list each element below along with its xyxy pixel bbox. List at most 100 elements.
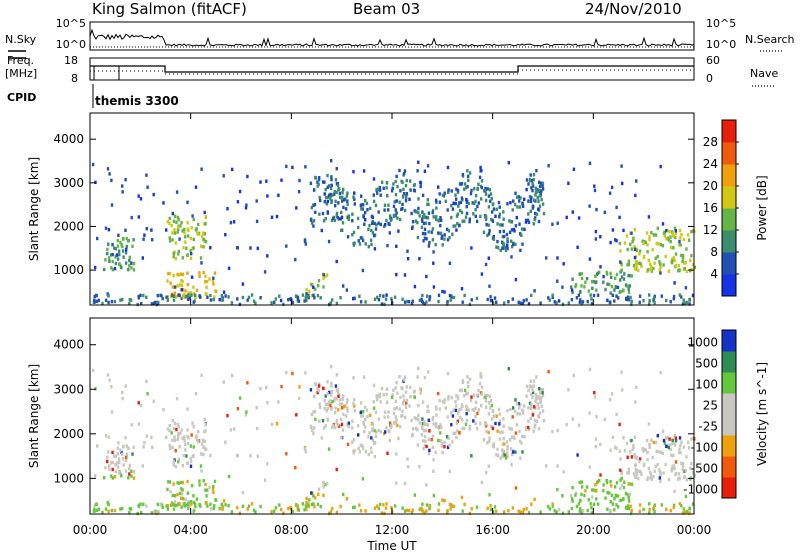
power-cell	[176, 284, 179, 288]
velocity-cell	[121, 452, 124, 456]
velocity-cell	[280, 384, 283, 389]
velocity-cell	[96, 444, 99, 448]
velocity-cell	[166, 487, 169, 492]
velocity-cell	[529, 406, 533, 410]
velocity-cell	[438, 398, 441, 403]
velocity-cell	[224, 440, 227, 444]
velocity-cell	[371, 423, 374, 427]
velocity-cell	[173, 494, 177, 498]
power-cell	[187, 297, 190, 301]
power-cell	[172, 298, 176, 302]
velocity-cell	[150, 511, 154, 515]
velocity-cell	[124, 384, 127, 388]
velocity-cell	[368, 431, 371, 435]
power-cell	[428, 221, 431, 226]
velocity-cell	[626, 455, 629, 459]
velocity-cell	[473, 408, 476, 412]
power-cell	[539, 191, 542, 195]
power-cell	[484, 192, 488, 196]
power-cell	[571, 290, 574, 295]
power-cell	[624, 283, 628, 287]
velocity-cell	[332, 424, 335, 428]
velocity-cell	[170, 431, 173, 435]
velocity-cell	[434, 450, 437, 455]
velocity-cell	[113, 508, 117, 513]
velocity-cell	[339, 504, 342, 509]
power-cell	[580, 284, 583, 288]
velocity-cell	[330, 381, 333, 385]
power-cell	[218, 298, 221, 302]
power-cell	[635, 179, 638, 183]
velocity-cell	[303, 508, 306, 512]
power-cell	[357, 239, 360, 243]
velocity-cell	[189, 444, 193, 448]
velocity-cell	[647, 466, 650, 471]
velocity-cell	[598, 478, 601, 483]
power-cell	[367, 227, 370, 232]
velocity-cell	[392, 411, 396, 415]
power-cell	[425, 300, 428, 304]
power-cell	[432, 261, 435, 265]
power-cell	[171, 293, 174, 298]
power-cell	[396, 184, 399, 189]
velocity-cell	[580, 485, 584, 489]
power-cell	[303, 239, 307, 243]
power-cell	[681, 254, 685, 258]
power-cell	[353, 197, 356, 201]
velocity-cell	[521, 408, 524, 412]
velocity-cell	[186, 502, 189, 507]
velocity-cell	[681, 511, 685, 515]
power-cell	[634, 259, 638, 264]
velocity-cell	[386, 451, 389, 455]
velocity-cell	[121, 506, 124, 511]
power-cell	[488, 188, 492, 192]
power-cell	[525, 298, 528, 302]
power-cell	[581, 300, 585, 304]
velocity-cell	[186, 441, 190, 446]
power-cell	[397, 229, 400, 233]
velocity-cell	[137, 422, 140, 426]
velocity-cell	[121, 396, 124, 401]
velocity-cell	[490, 417, 494, 421]
velocity-cell	[246, 507, 249, 511]
power-cell	[395, 211, 398, 215]
power-cell	[222, 174, 225, 178]
velocity-cell	[684, 494, 688, 499]
power-cell	[447, 188, 450, 192]
velocity-cell	[541, 409, 545, 413]
velocity-cell	[103, 476, 106, 480]
power-cell	[486, 187, 489, 191]
velocity-cell	[304, 450, 307, 454]
power-cell	[209, 298, 213, 302]
power-cell	[130, 266, 133, 270]
power-cell	[681, 256, 685, 260]
power-cell	[671, 257, 674, 261]
power-cell	[645, 231, 649, 235]
velocity-cell	[198, 503, 201, 507]
power-colorbar-swatch	[722, 252, 736, 275]
power-cell	[435, 217, 438, 222]
velocity-cell	[392, 388, 395, 393]
noise-tick-right-top: 10^5	[706, 17, 736, 30]
velocity-cell	[519, 456, 522, 460]
power-cell	[427, 244, 431, 248]
power-cell	[690, 229, 693, 234]
power-cell	[335, 167, 338, 171]
velocity-cell	[270, 510, 273, 514]
power-cell	[111, 252, 114, 257]
power-cell	[588, 161, 592, 165]
power-cell	[340, 228, 343, 232]
power-cell	[224, 233, 227, 237]
power-cell	[128, 258, 131, 263]
velocity-cell	[674, 472, 678, 476]
power-cell	[117, 249, 121, 253]
velocity-cell	[121, 390, 124, 395]
power-cell	[333, 192, 336, 196]
power-cell	[106, 167, 110, 171]
power-cell	[540, 189, 543, 193]
velocity-cell	[317, 384, 321, 388]
power-cell	[592, 279, 595, 284]
power-cell	[198, 274, 201, 279]
velocity-cell	[154, 509, 157, 513]
